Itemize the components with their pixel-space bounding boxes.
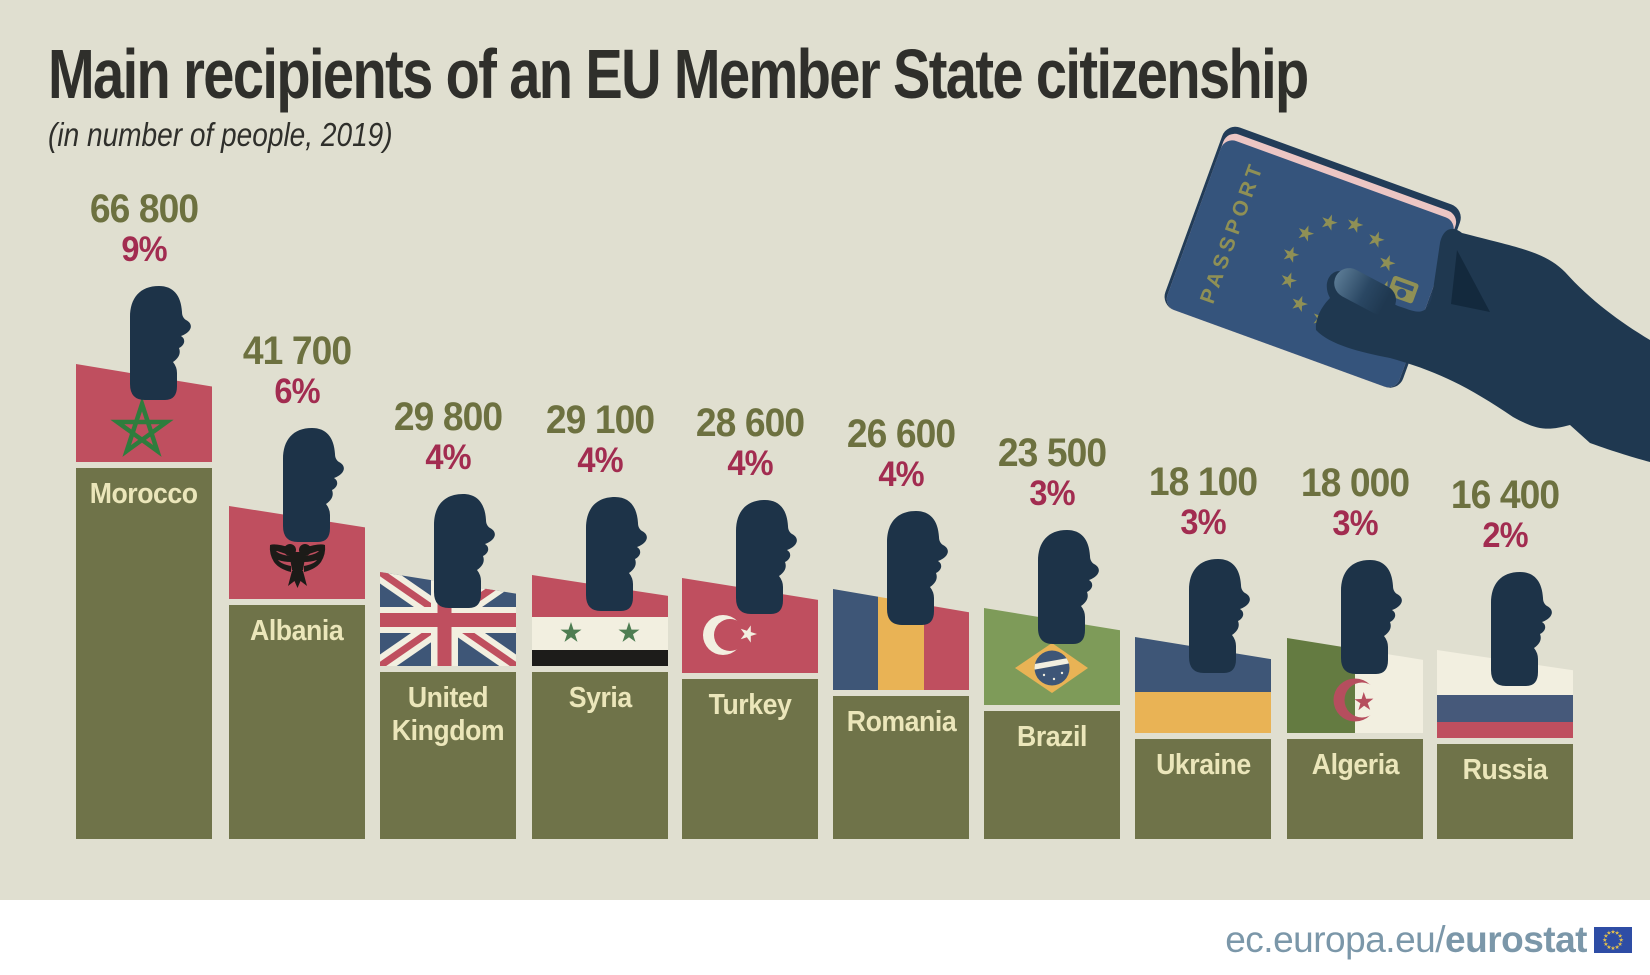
eu-flag-icon: [1594, 927, 1632, 953]
share-label-ukraine: 3%: [1180, 503, 1226, 542]
passport-pages-shadow-icon: [1451, 250, 1490, 312]
page-subtitle: (in number of people, 2019): [48, 116, 393, 153]
value-label-albania: 41 700: [242, 329, 352, 373]
footer-url-regular: ec.europa.eu/: [1225, 919, 1446, 960]
page-title: Main recipients of an EU Member State ci…: [48, 35, 1309, 113]
bar-syria: Syria: [532, 672, 668, 839]
share-label-algeria: 3%: [1332, 504, 1378, 543]
bar-albania: Albania: [229, 605, 365, 839]
person-head-icon-albania: [271, 426, 351, 544]
person-head-icon-morocco: [118, 284, 198, 402]
footer-url-bold: eurostat: [1445, 919, 1587, 960]
country-label-morocco: Morocco: [90, 478, 198, 510]
person-head-icon-uk: [422, 492, 502, 610]
person-head-icon-brazil: [1026, 528, 1106, 646]
person-head-icon-turkey: [724, 498, 804, 616]
value-label-ukraine: 18 100: [1148, 460, 1258, 504]
country-label-ukraine: Ukraine: [1155, 749, 1251, 781]
share-label-brazil: 3%: [1029, 474, 1075, 513]
value-label-russia: 16 400: [1450, 473, 1560, 517]
bar-russia: Russia: [1437, 744, 1573, 839]
thumb-icon: [1334, 268, 1397, 315]
person-head-icon-algeria: [1329, 558, 1409, 676]
share-label-uk: 4%: [425, 438, 471, 477]
bar-uk: United Kingdom: [380, 672, 516, 839]
flag-turkey-icon: [682, 578, 818, 673]
country-label-romania: Romania: [846, 706, 956, 738]
bar-brazil: Brazil: [984, 711, 1120, 839]
share-label-syria: 4%: [577, 441, 623, 480]
country-label-turkey: Turkey: [708, 689, 792, 721]
bar-turkey: Turkey: [682, 679, 818, 839]
value-label-uk: 29 800: [393, 395, 503, 439]
value-label-syria: 29 100: [545, 398, 655, 442]
hand-icon: [1315, 228, 1650, 462]
share-label-romania: 4%: [878, 455, 924, 494]
passport-pages: [1166, 133, 1457, 388]
passport-back-cover: [1164, 126, 1461, 388]
person-head-icon-russia: [1479, 570, 1559, 688]
bar-morocco: Morocco: [76, 468, 212, 839]
bar-ukraine: Ukraine: [1135, 739, 1271, 839]
passport-label: PASSPORT: [1196, 158, 1269, 307]
value-label-brazil: 23 500: [997, 431, 1107, 475]
value-label-romania: 26 600: [846, 412, 956, 456]
country-label-albania: Albania: [250, 615, 344, 647]
person-head-icon-syria: [574, 495, 654, 613]
share-label-morocco: 9%: [121, 230, 167, 269]
share-label-turkey: 4%: [727, 444, 773, 483]
country-label-uk: United Kingdom: [391, 682, 505, 747]
passport: PASSPORT: [1164, 126, 1461, 388]
person-head-icon-ukraine: [1177, 557, 1257, 675]
passport-front-cover: [1166, 140, 1454, 388]
country-label-algeria: Algeria: [1311, 749, 1399, 781]
share-label-albania: 6%: [274, 372, 320, 411]
value-label-turkey: 28 600: [695, 401, 805, 445]
value-label-morocco: 66 800: [89, 187, 199, 231]
biometric-passport-icon: [1387, 275, 1419, 304]
country-label-brazil: Brazil: [1017, 721, 1087, 753]
country-label-syria: Syria: [568, 682, 632, 714]
value-label-algeria: 18 000: [1300, 461, 1410, 505]
eu-stars-emblem-icon: [1281, 214, 1396, 330]
footer-url: ec.europa.eu/eurostat: [1225, 919, 1587, 961]
footer: ec.europa.eu/eurostat: [0, 900, 1650, 975]
country-label-russia: Russia: [1462, 754, 1548, 786]
bar-algeria: Algeria: [1287, 739, 1423, 839]
share-label-russia: 2%: [1482, 516, 1528, 555]
flag-syria-icon: [532, 575, 668, 666]
person-head-icon-romania: [875, 509, 955, 627]
bar-romania: Romania: [833, 696, 969, 839]
